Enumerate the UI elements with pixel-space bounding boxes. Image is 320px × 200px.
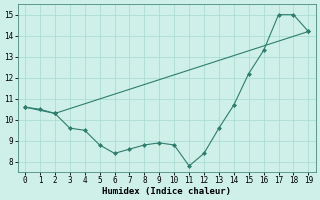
X-axis label: Humidex (Indice chaleur): Humidex (Indice chaleur) (102, 187, 231, 196)
